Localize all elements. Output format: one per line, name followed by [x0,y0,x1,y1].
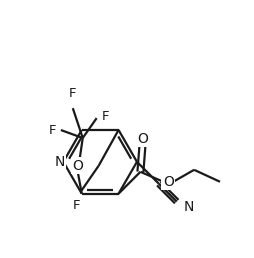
Text: O: O [137,132,148,146]
Text: F: F [102,110,109,123]
Text: N: N [184,200,194,214]
Text: O: O [163,175,174,189]
Text: F: F [49,124,56,136]
Text: N: N [54,155,65,169]
Text: F: F [69,87,76,100]
Text: O: O [72,159,83,173]
Text: F: F [73,199,81,212]
